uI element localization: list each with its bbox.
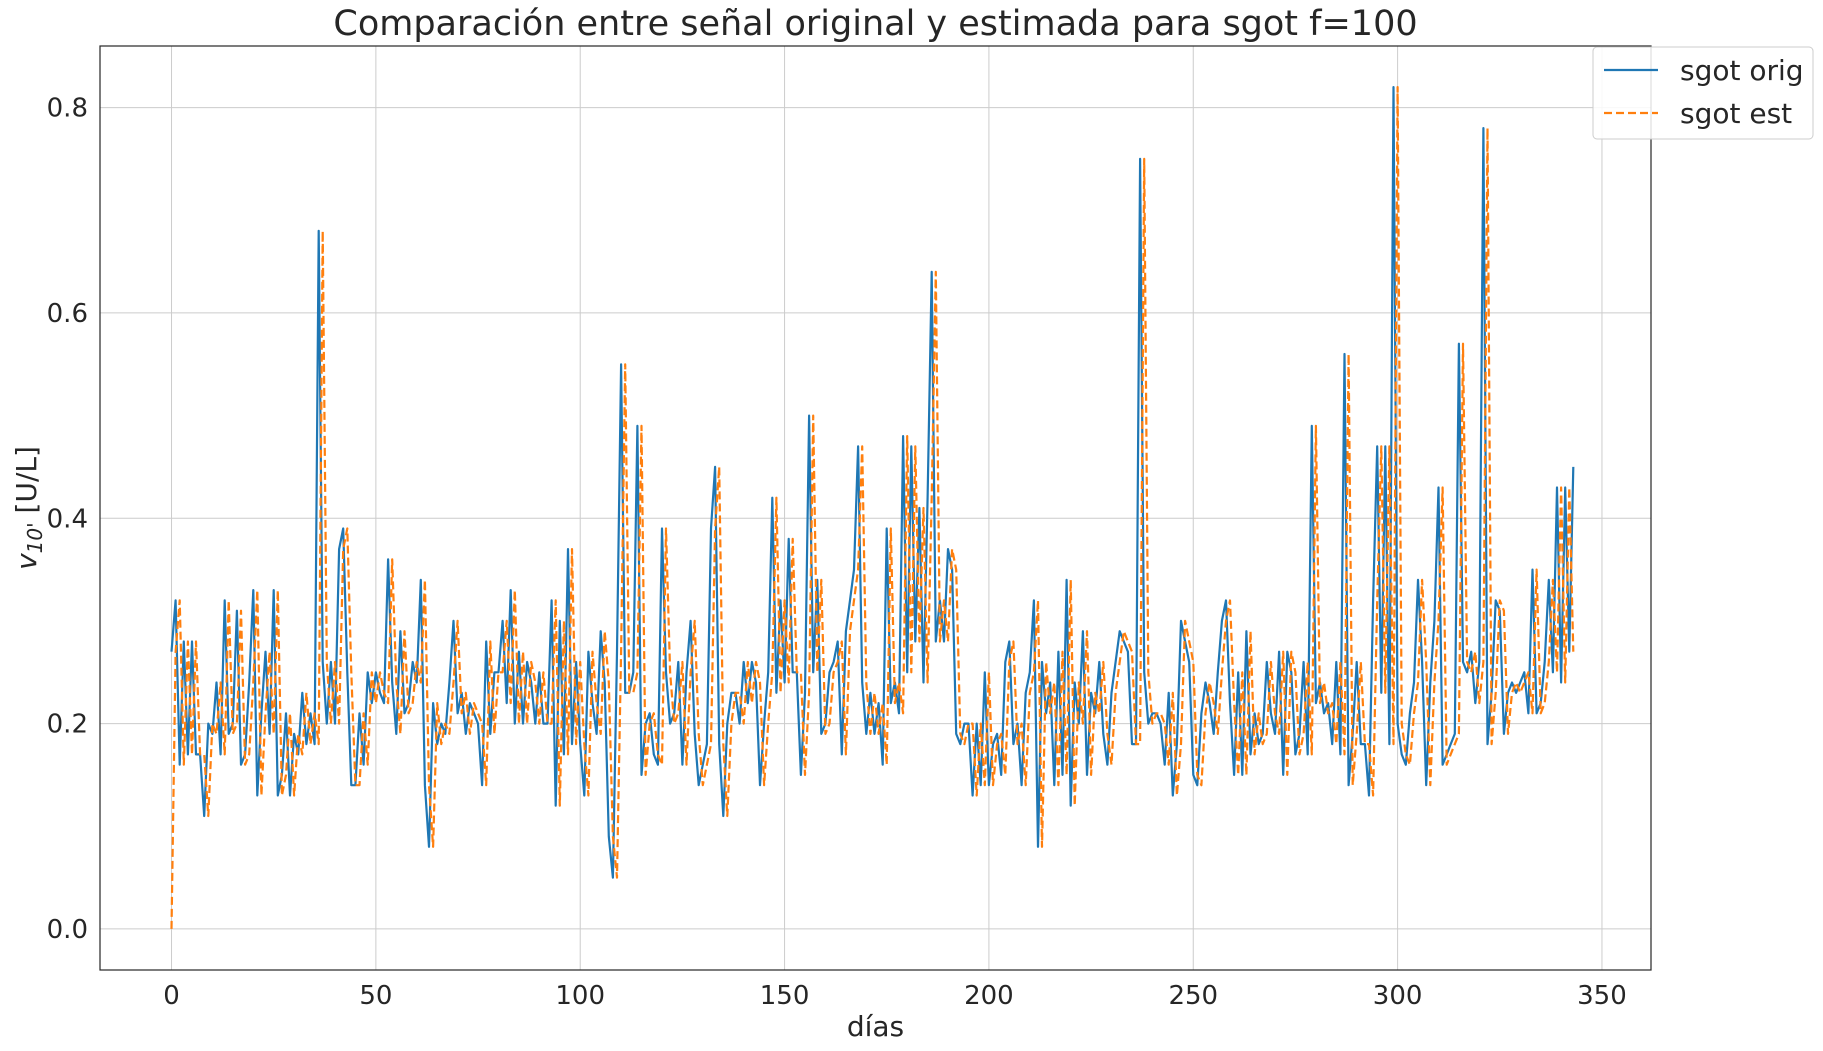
y-axis-label-main: v <box>10 553 43 570</box>
y-tick-label: 0.6 <box>47 299 88 329</box>
chart-title: Comparación entre señal original y estim… <box>333 4 1417 44</box>
x-tick-label: 150 <box>760 981 810 1011</box>
series-line-sgot-orig <box>170 85 1575 879</box>
x-tick-label: 200 <box>964 981 1014 1011</box>
y-axis-label-sub: 10' <box>23 522 47 553</box>
x-tick-label: 0 <box>163 981 180 1011</box>
x-tick-label: 300 <box>1373 981 1423 1011</box>
legend-label-sgot-est: sgot est <box>1680 97 1792 130</box>
x-tick-label: 250 <box>1168 981 1218 1011</box>
x-tick-label: 350 <box>1577 981 1627 1011</box>
x-tick-label: 50 <box>359 981 392 1011</box>
legend-label-sgot-orig: sgot orig <box>1680 54 1804 87</box>
grid-lines <box>100 46 1651 970</box>
x-tick-label: 100 <box>555 981 605 1011</box>
y-tick-label: 0.2 <box>47 710 88 740</box>
x-axis-ticks: 0 50 100 150 200 250 300 350 <box>163 981 1627 1011</box>
y-tick-label: 0.0 <box>47 915 88 945</box>
y-axis-ticks: 0.0 0.2 0.4 0.6 0.8 <box>47 94 88 945</box>
series-line-sgot-est <box>170 85 1575 929</box>
legend: sgot orig sgot est <box>1592 46 1814 140</box>
y-tick-label: 0.4 <box>47 504 88 534</box>
plot-frame <box>99 45 1652 971</box>
y-tick-label: 0.8 <box>47 94 88 124</box>
series-lines <box>170 85 1575 929</box>
x-axis-label: días <box>847 1010 904 1043</box>
y-axis-label: v10' [U/L] <box>10 446 47 570</box>
y-axis-label-unit: [U/L] <box>10 446 43 522</box>
